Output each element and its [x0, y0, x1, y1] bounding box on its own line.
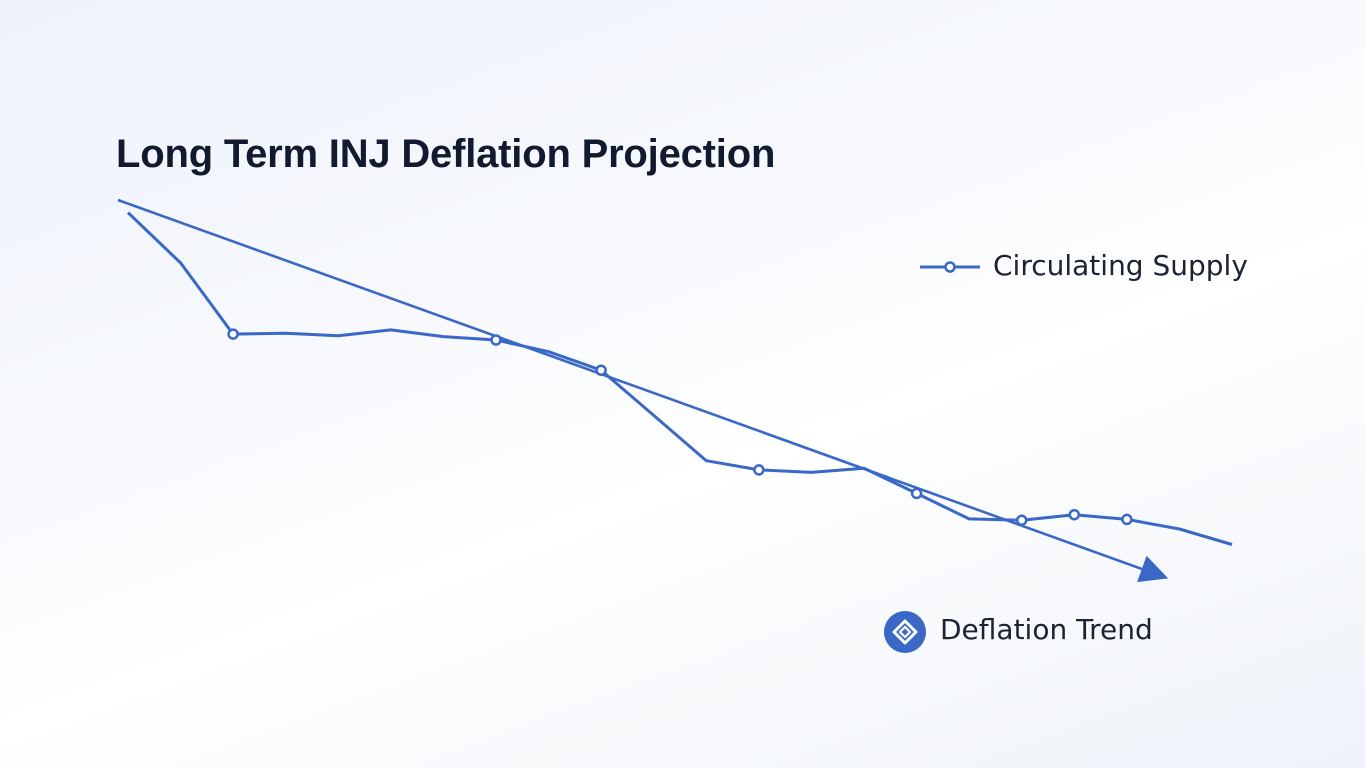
trend-line — [117, 198, 1154, 575]
injective-logo-icon — [884, 611, 926, 653]
series-line-circulating-supply — [126, 211, 1233, 546]
data-point-marker — [1015, 514, 1028, 526]
data-point-marker — [227, 328, 239, 340]
data-point-marker — [490, 334, 502, 346]
legend-circulating-supply-icon — [920, 261, 980, 273]
deflation-trend-layer — [117, 198, 1169, 583]
legend-circulating-supply-label: Circulating Supply — [993, 249, 1248, 282]
data-point-marker — [1121, 513, 1133, 526]
trend-arrowhead-icon — [1137, 555, 1169, 583]
circulating-supply-layer — [126, 211, 1233, 546]
marker-layer — [227, 328, 1133, 526]
legend-deflation-trend-label: Deflation Trend — [940, 613, 1153, 646]
data-point-marker — [753, 464, 765, 476]
data-point-marker — [595, 364, 607, 376]
data-point-marker — [910, 487, 923, 500]
chart-title: Long Term INJ Deflation Projection — [116, 132, 776, 176]
data-point-marker — [1068, 508, 1081, 521]
